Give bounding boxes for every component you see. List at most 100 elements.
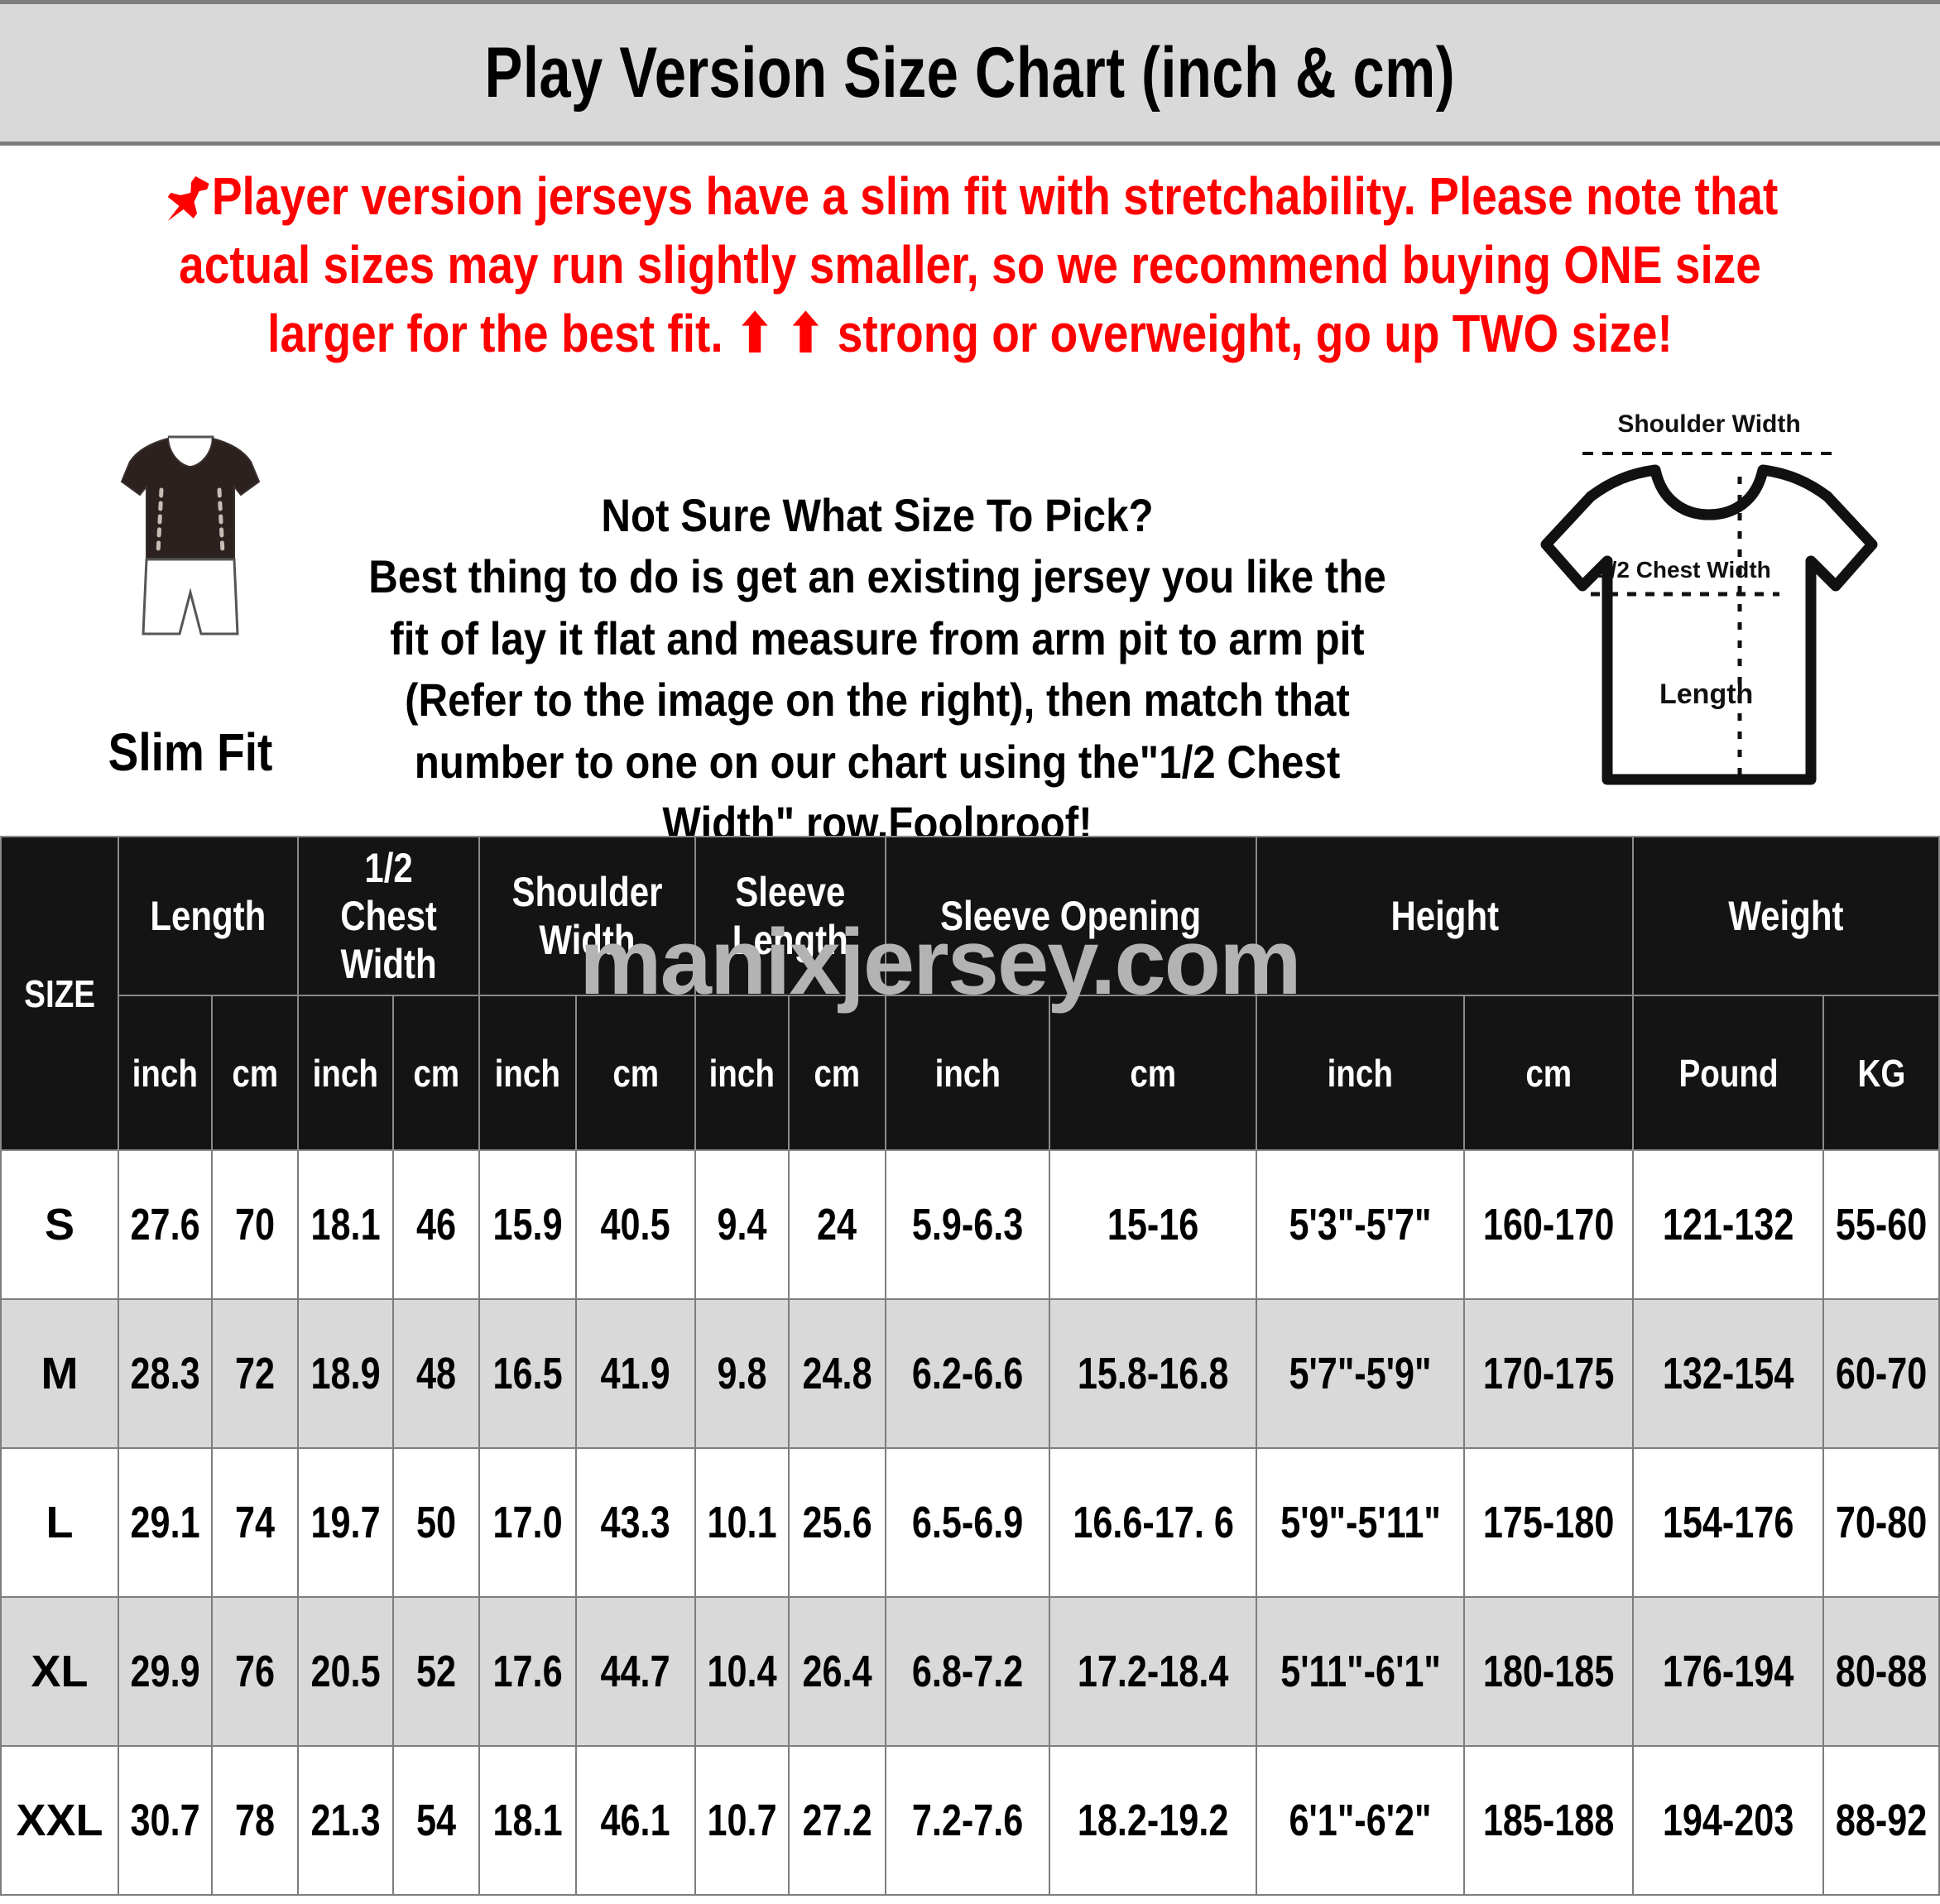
table-cell: 18.2-19.2 xyxy=(1048,1745,1258,1896)
unit-sleeve-length-cm: cm xyxy=(787,995,886,1151)
table-cell: 74 xyxy=(210,1447,300,1598)
table-cell: 170-175 xyxy=(1462,1298,1635,1449)
table-cell: 10.4 xyxy=(694,1596,790,1747)
table-cell: 78 xyxy=(210,1745,300,1896)
table-cell: 29.1 xyxy=(117,1447,213,1598)
unit-half-chest-cm: cm xyxy=(391,995,481,1151)
table-row: S 27.6 70 18.1 46 15.9 40.5 9.4 24 5.9-6.3 15-16 5'… xyxy=(0,1149,1940,1300)
unit-shoulder-inch: inch xyxy=(478,995,578,1151)
header-half-chest-width: 1/2 Chest Width xyxy=(296,836,481,996)
unit-weight-kg: KG xyxy=(1822,995,1940,1151)
table-cell: 41.9 xyxy=(575,1298,697,1449)
table-cell: 180-185 xyxy=(1462,1596,1635,1747)
table-cell: 44.7 xyxy=(575,1596,697,1747)
row-size-label: M xyxy=(0,1298,119,1449)
half-chest-width-label: 1/2 Chest Width xyxy=(1597,557,1771,583)
table-cell: 10.7 xyxy=(694,1745,790,1896)
unit-half-chest-inch: inch xyxy=(297,995,394,1151)
table-cell: 88-92 xyxy=(1822,1745,1940,1896)
table-cell: 121-132 xyxy=(1632,1149,1825,1300)
table-cell: 185-188 xyxy=(1462,1745,1635,1896)
table-cell: 19.7 xyxy=(297,1447,394,1598)
table-cell: 15.8-16.8 xyxy=(1048,1298,1258,1449)
table-cell: 27.2 xyxy=(787,1745,886,1896)
table-cell: 7.2-7.6 xyxy=(884,1745,1050,1896)
table-cell: 17.0 xyxy=(478,1447,578,1598)
tshirt-measurement-diagram: Shoulder Width 1/2 Chest Width Length xyxy=(1531,405,1887,803)
table-cell: 17.6 xyxy=(478,1596,578,1747)
row-size-label: L xyxy=(0,1447,119,1598)
table-cell: 5'7"-5'9" xyxy=(1256,1298,1465,1449)
table-cell: 15.9 xyxy=(478,1149,578,1300)
table-cell: 18.9 xyxy=(297,1298,394,1449)
jersey-shorts-illustration xyxy=(120,435,261,635)
unit-length-cm: cm xyxy=(210,995,300,1151)
table-cell: 46.1 xyxy=(575,1745,697,1896)
header-sleeve-opening: Sleeve Opening xyxy=(884,836,1258,996)
table-cell: 76 xyxy=(210,1596,300,1747)
table-cell: 52 xyxy=(391,1596,481,1747)
table-cell: 80-88 xyxy=(1822,1596,1940,1747)
table-cell: 54 xyxy=(391,1745,481,1896)
help-text-block: Not Sure What Size To Pick? Best thing t… xyxy=(298,485,1457,855)
table-cell: 24 xyxy=(787,1149,886,1300)
table-cell: 25.6 xyxy=(787,1447,886,1598)
pushpin-icon xyxy=(162,175,212,223)
table-cell: 26.4 xyxy=(787,1596,886,1747)
table-cell: 15-16 xyxy=(1048,1149,1258,1300)
table-cell: 29.9 xyxy=(117,1596,213,1747)
unit-sleeve-length-inch: inch xyxy=(694,995,790,1151)
table-row: XL 29.9 76 20.5 52 17.6 44.7 10.4 26.4 6.8-7.2 17.… xyxy=(0,1596,1940,1747)
header-size: SIZE xyxy=(0,836,119,1151)
row-size-label: S xyxy=(0,1149,119,1300)
table-row: L 29.1 74 19.7 50 17.0 43.3 10.1 25.6 6.5-6.9 16.6… xyxy=(0,1447,1940,1598)
table-cell: 154-176 xyxy=(1632,1447,1825,1598)
header-sleeve-length: Sleeve Length xyxy=(694,836,886,996)
table-cell: 27.6 xyxy=(117,1149,213,1300)
table-cell: 5'3"-5'7" xyxy=(1256,1149,1465,1300)
header-weight: Weight xyxy=(1632,836,1940,996)
unit-sleeve-opening-inch: inch xyxy=(884,995,1050,1151)
table-cell: 175-180 xyxy=(1462,1447,1635,1598)
table-cell: 70-80 xyxy=(1822,1447,1940,1598)
row-size-label: XL xyxy=(0,1596,119,1747)
table-cell: 18.1 xyxy=(297,1149,394,1300)
header-height: Height xyxy=(1256,836,1635,996)
table-cell: 194-203 xyxy=(1632,1745,1825,1896)
table-cell: 24.8 xyxy=(787,1298,886,1449)
table-cell: 46 xyxy=(391,1149,481,1300)
table-cell: 20.5 xyxy=(297,1596,394,1747)
table-cell: 6.8-7.2 xyxy=(884,1596,1050,1747)
shoulder-width-label: Shoulder Width xyxy=(1617,410,1800,438)
table-cell: 10.1 xyxy=(694,1447,790,1598)
table-cell: 18.1 xyxy=(478,1745,578,1896)
notice-text: Player version jerseys have a slim fit w… xyxy=(179,166,1779,364)
table-cell: 30.7 xyxy=(117,1745,213,1896)
notice-banner: Player version jerseys have a slim fit w… xyxy=(22,162,1918,369)
table-cell: 176-194 xyxy=(1632,1596,1825,1747)
table-body: S 27.6 70 18.1 46 15.9 40.5 9.4 24 5.9-6.3 15-16 5'… xyxy=(0,1149,1940,1896)
table-cell: 6.5-6.9 xyxy=(884,1447,1050,1598)
table-cell: 6.2-6.6 xyxy=(884,1298,1050,1449)
table-cell: 5'9"-5'11" xyxy=(1256,1447,1465,1598)
table-header-group-row: SIZE Length 1/2 Chest Width Shoulder Wid… xyxy=(0,836,1940,1151)
slim-fit-label: Slim Fit xyxy=(108,722,273,782)
unit-sleeve-opening-cm: cm xyxy=(1048,995,1258,1151)
page-title: Play Version Size Chart (inch & cm) xyxy=(484,33,1456,113)
table-cell: 40.5 xyxy=(575,1149,697,1300)
middle-section: Slim Fit Not Sure What Size To Pick? Bes… xyxy=(0,410,1940,849)
title-band: Play Version Size Chart (inch & cm) xyxy=(0,0,1940,146)
help-heading: Not Sure What Size To Pick? xyxy=(601,489,1154,541)
unit-shoulder-cm: cm xyxy=(575,995,697,1151)
table-cell: 28.3 xyxy=(117,1298,213,1449)
table-row: M 28.3 72 18.9 48 16.5 41.9 9.8 24.8 6.2-6.6 15.8-… xyxy=(0,1298,1940,1449)
table-cell: 6'1"-6'2" xyxy=(1256,1745,1465,1896)
table-cell: 132-154 xyxy=(1632,1298,1825,1449)
table-cell: 43.3 xyxy=(575,1447,697,1598)
table-cell: 60-70 xyxy=(1822,1298,1940,1449)
unit-height-inch: inch xyxy=(1256,995,1465,1151)
table-cell: 48 xyxy=(391,1298,481,1449)
table-cell: 72 xyxy=(210,1298,300,1449)
unit-height-cm: cm xyxy=(1462,995,1635,1151)
